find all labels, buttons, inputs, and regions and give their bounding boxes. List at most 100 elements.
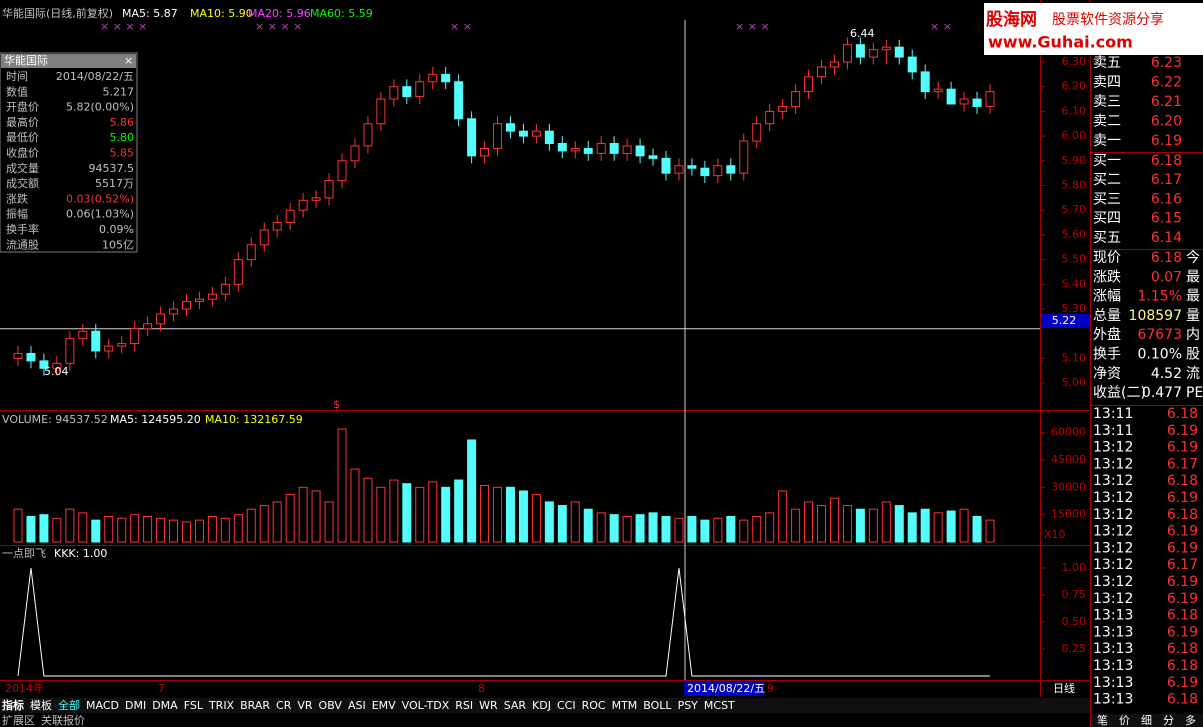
candle-body <box>207 293 217 300</box>
indicator-tab[interactable]: DMI <box>125 699 146 712</box>
period-label: 日线 <box>1053 681 1075 695</box>
indicator-tab[interactable]: CR <box>276 699 292 712</box>
volume-bar <box>985 519 995 543</box>
candle-body <box>726 165 736 174</box>
ask-label: 卖一 <box>1093 133 1121 149</box>
candle-body <box>350 145 360 162</box>
tick-time: 13:12 <box>1093 507 1133 523</box>
quote-tail: 内 <box>1186 327 1200 343</box>
right-tab[interactable]: 笔 <box>1097 713 1108 727</box>
volume-bar <box>285 494 295 543</box>
ask-label: 卖二 <box>1093 114 1121 130</box>
indicator-tab[interactable]: MTM <box>612 699 638 712</box>
volume-label: VOLUME: 94537.52 <box>2 413 108 426</box>
indicator-tab[interactable]: 全部 <box>58 698 80 712</box>
right-tab[interactable]: 分 <box>1163 714 1174 727</box>
right-tab-bar <box>1091 714 1203 727</box>
volume-bar <box>661 515 671 543</box>
indicator-tab[interactable]: PSY <box>678 699 699 712</box>
volume-bar <box>557 505 567 543</box>
tick-price: 6.19 <box>1167 524 1198 540</box>
candle-body <box>583 147 593 154</box>
candle-body <box>713 165 723 177</box>
candle-body <box>130 328 140 345</box>
volume-bar <box>868 508 878 543</box>
candle-body <box>480 147 490 157</box>
price-tick-label: 6.30 <box>1062 55 1087 68</box>
info-title: 华能国际 <box>4 53 48 67</box>
bottom-tab[interactable]: 关联报价 <box>41 713 85 727</box>
right-tab[interactable]: 细 <box>1141 714 1152 727</box>
candle-body <box>622 145 632 154</box>
indicator-tab[interactable]: RSI <box>455 699 473 712</box>
volume-bar <box>583 508 593 543</box>
candle-body <box>842 44 852 63</box>
volume-bar <box>648 512 658 543</box>
info-value: 2014/08/22/五 <box>56 70 134 83</box>
candle-body <box>505 123 515 132</box>
candle-body <box>868 49 878 58</box>
tick-time: 13:11 <box>1093 423 1133 439</box>
candle-body <box>13 352 23 359</box>
info-value: 0.09% <box>99 223 134 236</box>
indicator-tab[interactable]: ROC <box>582 699 606 712</box>
info-value: 5.82(0.00%) <box>66 101 134 114</box>
indicator-tab[interactable]: KDJ <box>532 699 551 712</box>
candle-body <box>972 98 982 107</box>
quote-label: 换手 <box>1093 346 1121 363</box>
indicator-tab[interactable]: CCI <box>557 699 576 712</box>
date-label: 2014年 <box>5 681 44 695</box>
volume-bar <box>804 501 814 543</box>
indicator-tab[interactable]: FSL <box>184 699 204 712</box>
volume-bar <box>104 515 114 543</box>
volume-bar <box>739 519 749 543</box>
price-tick-label: 6.20 <box>1062 80 1087 93</box>
indicator-tab[interactable]: MACD <box>86 699 119 712</box>
ma60-label: MA60: 5.59 <box>310 7 373 20</box>
right-tab[interactable]: 多 <box>1185 713 1196 727</box>
info-label: 最低价 <box>6 131 39 144</box>
indicator-tab[interactable]: OBV <box>319 699 343 712</box>
indicator-tab[interactable]: ASI <box>348 699 366 712</box>
tick-time: 13:13 <box>1093 608 1133 624</box>
indicator-tab[interactable]: BRAR <box>240 699 270 712</box>
tick-time: 13:13 <box>1093 692 1133 708</box>
volume-bar <box>920 508 930 543</box>
ask-price: 6.20 <box>1151 114 1182 130</box>
logo-url: www.Guhai.com <box>988 33 1133 52</box>
indicator-tab[interactable]: 指标 <box>2 698 24 712</box>
indicator-tab[interactable]: WR <box>479 699 498 712</box>
indicator-tab[interactable]: SAR <box>504 699 527 712</box>
indicator-tab[interactable]: DMA <box>152 699 178 712</box>
indicator-tab[interactable]: VOL-TDX <box>402 699 450 712</box>
right-tab[interactable]: 价 <box>1119 714 1130 727</box>
indicator-tab[interactable]: VR <box>297 699 313 712</box>
quote-label: 涨幅 <box>1093 289 1121 305</box>
tick-time: 13:12 <box>1093 490 1133 506</box>
quote-tail: 流 <box>1186 366 1200 382</box>
volume-bar <box>13 508 23 543</box>
bid-label: 买二 <box>1093 172 1121 188</box>
indicator-tab[interactable]: EMV <box>372 699 396 712</box>
bottom-tab[interactable]: 扩展区 <box>2 713 35 727</box>
indicator-tab[interactable]: TRIX <box>208 699 235 712</box>
indicator-tab[interactable]: MCST <box>704 699 735 712</box>
tick-price: 6.19 <box>1167 624 1198 640</box>
tick-price: 6.18 <box>1167 473 1198 489</box>
info-panel-header <box>1 54 136 68</box>
candle-body <box>907 56 917 73</box>
ask-label: 卖五 <box>1093 55 1121 71</box>
info-label: 流通股 <box>6 237 39 251</box>
indicator-tab[interactable]: BOLL <box>643 699 672 712</box>
date-label: 9 <box>767 682 774 695</box>
info-value: 94537.5 <box>89 162 135 175</box>
info-value: 105亿 <box>102 238 134 251</box>
volume-bar <box>609 514 619 543</box>
volume-bar <box>544 501 554 543</box>
price-tick-label: 5.80 <box>1062 179 1087 192</box>
info-label: 收盘价 <box>6 146 39 160</box>
volume-bar <box>518 490 528 543</box>
indicator-tab[interactable]: 模板 <box>30 698 52 712</box>
candle-body <box>596 143 606 154</box>
